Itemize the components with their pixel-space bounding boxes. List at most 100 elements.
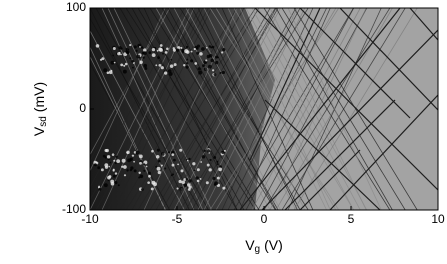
texture-speckle [170,174,173,177]
texture-speckle [177,46,181,50]
texture-line [251,8,361,210]
texture-speckle [121,158,126,163]
texture-speckle [176,187,179,190]
texture-speckle [200,161,203,163]
texture-speckle [202,64,206,68]
x-label-main: V [245,237,255,253]
texture-speckle [151,180,156,185]
texture-speckle [186,58,189,61]
texture-speckle [108,165,110,168]
texture-speckle [185,65,189,69]
heatmap-image [90,8,438,210]
texture-speckle [151,149,154,153]
texture-speckle [125,49,130,54]
texture-speckle [140,46,144,49]
texture-speckle [170,58,173,61]
texture-speckle [170,150,175,155]
texture-speckle [133,45,137,49]
texture-line [245,8,354,210]
texture-line [197,8,298,210]
texture-speckle [209,158,212,162]
texture-speckle [135,150,140,155]
texture-line [119,8,238,210]
texture-speckle [179,186,184,191]
texture-speckle [93,163,97,167]
texture-speckle [133,160,135,163]
texture-speckle [129,168,132,172]
texture-speckle [173,158,176,162]
texture-speckle [168,72,173,76]
texture-speckle [180,169,184,173]
texture-speckle [112,168,115,171]
texture-speckle [127,158,131,163]
texture-speckle [188,157,191,161]
texture-speckle [194,62,198,65]
texture-speckle [160,152,165,156]
texture-speckle [203,67,208,71]
y-tick-label: -100 [62,202,86,216]
x-label-sub: g [255,244,261,255]
texture-speckle [199,177,202,180]
texture-speckle [205,59,208,62]
texture-speckle [188,179,192,183]
x-tick-label: -10 [81,212,99,226]
texture-line [185,8,297,210]
texture-speckle [151,47,156,52]
texture-line [191,8,301,210]
y-label-main: V [31,126,47,136]
texture-speckle [192,162,196,166]
texture-speckle [213,156,217,159]
texture-speckle [112,54,114,57]
texture-line [293,8,418,210]
texture-speckle [143,169,146,172]
texture-speckle [205,181,209,185]
texture-speckle [104,165,109,169]
texture-line [179,8,309,210]
texture-line [299,149,361,210]
texture-speckle [179,148,183,152]
texture-speckle [164,167,167,170]
x-tick-label: 5 [348,212,355,226]
texture-speckle [129,44,132,47]
x-label-unit: (V) [264,237,283,253]
texture-speckle [123,174,127,177]
texture-speckle [156,49,159,52]
texture-speckle [147,171,152,175]
y-axis-label: Vsd (mV) [31,82,49,136]
texture-speckle [104,148,108,152]
texture-speckle [176,48,180,52]
texture-line [95,8,209,210]
y-label-unit: (mV) [31,82,47,112]
texture-line [339,8,438,111]
texture-speckle [211,45,215,49]
texture-speckle [114,162,117,165]
texture-speckle [216,163,219,166]
texture-speckle [139,60,143,64]
texture-line [107,8,204,210]
texture-speckle [185,45,189,49]
texture-line [221,8,314,210]
texture-speckle [198,70,203,75]
texture-line [227,8,327,210]
x-tick-label: 10 [431,212,445,226]
texture-speckle [138,154,143,159]
texture-speckle [218,167,222,172]
texture-line [239,8,331,210]
texture-speckle [211,69,215,72]
texture-line [287,8,382,210]
texture-speckle [193,169,196,172]
texture-speckle [133,169,137,173]
texture-speckle [95,44,100,48]
texture-line [269,8,367,210]
texture-line [167,8,277,210]
texture-speckle [158,63,162,67]
texture-speckle [120,63,124,67]
texture-speckle [185,62,189,65]
texture-speckle [110,179,115,184]
texture-speckle [205,46,208,49]
texture-line [137,8,260,210]
texture-speckle [206,54,211,59]
texture-line [155,8,271,210]
